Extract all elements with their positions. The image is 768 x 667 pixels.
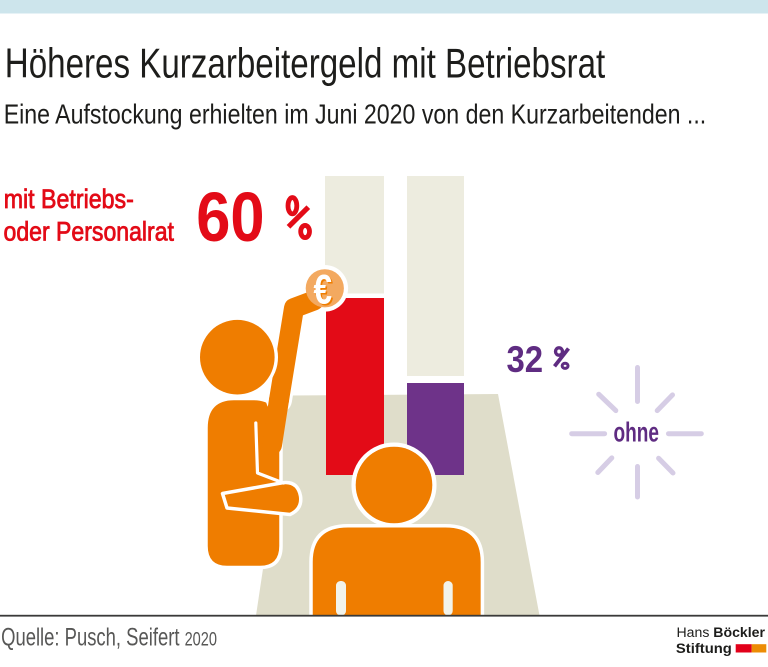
svg-text:32: 32 <box>507 339 544 380</box>
svg-text:Höheres Kurzarbeitergeld mit B: Höheres Kurzarbeitergeld mit Betriebsrat <box>5 40 606 86</box>
svg-text:ohne: ohne <box>614 417 659 449</box>
svg-text:60: 60 <box>196 177 264 256</box>
svg-text:Hans Böckler: Hans Böckler <box>676 624 765 640</box>
svg-text:Stiftung: Stiftung <box>676 642 732 657</box>
svg-text:mit Betriebs-: mit Betriebs- <box>4 184 134 214</box>
svg-text:Eine Aufstockung erhielten im: Eine Aufstockung erhielten im Juni 2020 … <box>4 100 707 130</box>
svg-text:€: € <box>315 267 334 313</box>
svg-text:€: € <box>314 266 333 312</box>
svg-text:oder Personalrat: oder Personalrat <box>4 217 174 247</box>
svg-text:Quelle: Pusch, Seifert 2020: Quelle: Pusch, Seifert 2020 <box>1 623 217 651</box>
